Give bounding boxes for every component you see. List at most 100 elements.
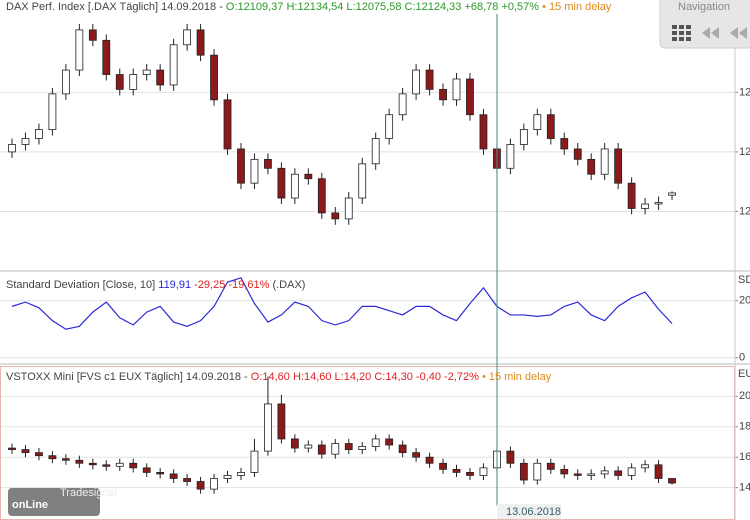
- candle-body: [506, 144, 515, 169]
- candle-body: [61, 69, 70, 95]
- quote: O:14,60 H:14,60 L:14,20 C:14,30 -0,40 -2…: [251, 371, 479, 383]
- indicator-line: [11, 277, 673, 330]
- candle-body: [264, 158, 272, 169]
- quote: O:12109,37 H:12134,54 L:12075,58 C:12124…: [226, 1, 539, 13]
- candle-body: [196, 29, 205, 56]
- candle-body: [290, 438, 299, 449]
- candle-body: [210, 54, 218, 101]
- candle-body: [560, 138, 569, 150]
- candle-body: [479, 114, 488, 150]
- y-tick-label: 14: [739, 482, 750, 494]
- axis-label: SD: [738, 274, 750, 286]
- candle-body: [358, 446, 367, 450]
- candle-body: [102, 464, 111, 467]
- candle-body: [412, 69, 421, 95]
- source: (.DAX): [272, 279, 305, 291]
- candle-body: [169, 473, 178, 479]
- grid-button[interactable]: [672, 25, 691, 41]
- candle-body: [75, 29, 84, 71]
- candle-body: [479, 467, 488, 476]
- logo-text: onLine: [12, 499, 48, 511]
- candle-body: [88, 462, 97, 466]
- candle-body: [48, 93, 57, 130]
- candle-body: [614, 148, 623, 184]
- candle-body: [102, 39, 111, 75]
- candle-body: [331, 443, 340, 455]
- candle-body: [506, 450, 515, 464]
- candle-body: [156, 472, 165, 475]
- candle-body: [88, 29, 97, 41]
- change: -29,25 -19,61%: [194, 279, 269, 291]
- candle-body: [398, 93, 407, 116]
- candle-body: [8, 447, 16, 450]
- candle-body: [331, 212, 340, 220]
- candle-body: [61, 458, 70, 461]
- candle-body: [115, 74, 124, 90]
- y-tick-label: 16: [739, 451, 750, 463]
- candle-body: [425, 69, 434, 90]
- candle-body: [533, 114, 542, 130]
- candle-body: [48, 455, 57, 460]
- candle-body: [35, 129, 43, 139]
- candle-body: [519, 462, 528, 481]
- candle-body: [277, 167, 286, 199]
- candle-body: [35, 452, 43, 457]
- candle-body: [627, 467, 636, 476]
- candle-body: [169, 44, 178, 86]
- candle-body: [304, 173, 313, 180]
- scroll-left-button[interactable]: [702, 27, 719, 39]
- title: VSTOXX Mini [FVS c1 EUX Täglich] 14.09.2…: [6, 371, 248, 383]
- candle-body: [654, 464, 663, 479]
- candle-body: [115, 462, 124, 467]
- candle-body: [264, 403, 272, 452]
- logo-small: Tradesignal: [60, 487, 117, 499]
- candle-body: [129, 462, 138, 469]
- scroll-far-left-button[interactable]: [730, 27, 747, 39]
- candle-body: [129, 74, 138, 90]
- y-tick-label: 12000: [739, 205, 750, 217]
- candle-body: [627, 182, 636, 209]
- candle-body: [546, 114, 555, 139]
- candle-body: [210, 478, 218, 490]
- candle-body: [641, 203, 649, 209]
- candle-body: [290, 173, 299, 199]
- candle-body: [21, 449, 30, 454]
- title: Standard Deviation [Close, 10]: [6, 279, 155, 291]
- candle-body: [452, 78, 461, 101]
- candle-body: [277, 403, 286, 440]
- candle-body: [560, 468, 569, 475]
- candle-body: [573, 473, 582, 476]
- delay: • 15 min delay: [542, 1, 612, 13]
- panel-title: Standard Deviation [Close, 10] 119,91 -2…: [6, 279, 305, 291]
- title: DAX Perf. Index [.DAX Täglich] 14.09.201…: [6, 1, 223, 13]
- candle-body: [142, 69, 151, 75]
- candle-body: [237, 148, 245, 184]
- candle-body: [412, 452, 421, 458]
- candle-body: [398, 444, 407, 454]
- candle-body: [371, 138, 380, 165]
- candle-body: [223, 99, 232, 150]
- candle-body: [519, 129, 528, 145]
- y-tick-label: 200: [739, 295, 750, 307]
- candle-body: [75, 459, 84, 464]
- candle-body: [439, 89, 447, 101]
- candle-body: [142, 467, 151, 473]
- candle-body: [317, 444, 326, 455]
- candle-body: [385, 114, 394, 139]
- navigation-box: [659, 0, 750, 49]
- navigation-panel: Navigation: [659, 0, 750, 49]
- candle-body: [452, 468, 461, 473]
- candle-body: [439, 462, 447, 470]
- candle-body: [425, 456, 434, 464]
- panel-title: DAX Perf. Index [.DAX Täglich] 14.09.201…: [6, 1, 612, 13]
- candle-body: [304, 444, 313, 449]
- candle-body: [587, 473, 596, 476]
- delay: • 15 min delay: [482, 371, 552, 383]
- y-tick-label: 20: [739, 390, 750, 402]
- crosshair-date: 13.06.2018: [506, 506, 561, 518]
- last-value: 119,91: [158, 279, 191, 291]
- candle-body: [371, 438, 380, 447]
- candle-body: [196, 481, 205, 490]
- y-tick-label: 18: [739, 421, 750, 433]
